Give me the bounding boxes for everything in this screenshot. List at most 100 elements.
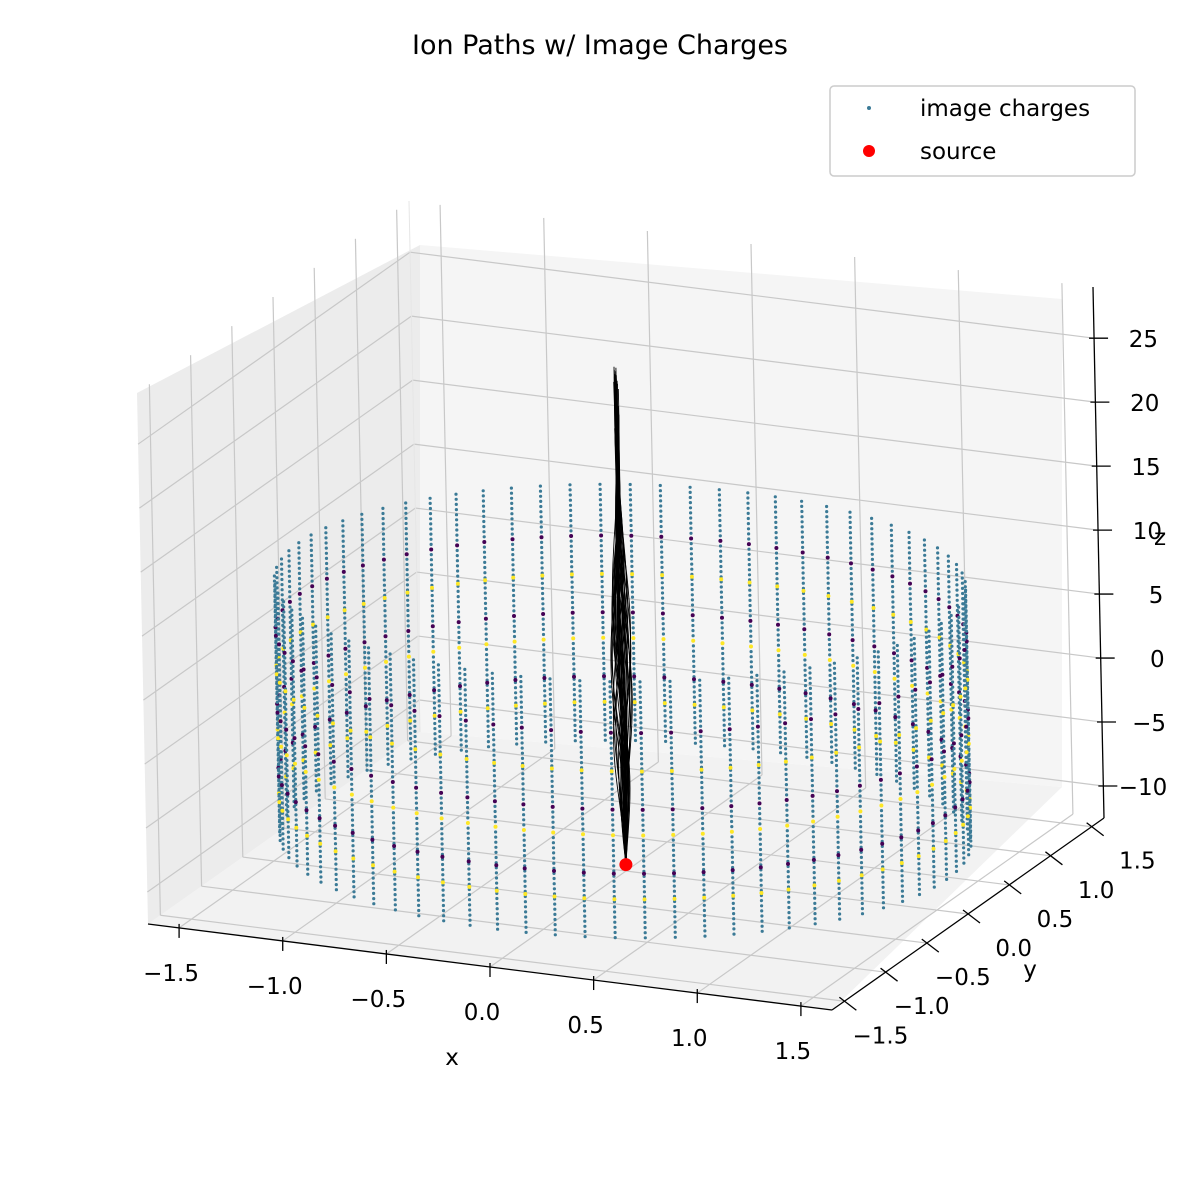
image-charge-point [690, 603, 695, 607]
image-charge-point [350, 787, 354, 792]
image-charge-point [639, 726, 643, 730]
image-charge-highlight [284, 753, 289, 758]
image-charge-point [388, 667, 392, 672]
image-charge-point [367, 656, 371, 660]
image-charge-point [342, 575, 346, 579]
image-charge-point [369, 779, 373, 783]
image-charge-point [875, 762, 879, 766]
image-charge-point [873, 701, 878, 705]
image-charge-point [900, 884, 904, 888]
image-charge-point [688, 485, 692, 489]
image-charge-point [539, 515, 543, 519]
image-charge-point [642, 890, 647, 894]
image-charge-point [440, 832, 444, 836]
image-charge-point [599, 554, 604, 558]
image-charge-point [414, 760, 418, 764]
image-charge-point [940, 678, 945, 682]
image-charge-point [917, 887, 922, 891]
image-charge-point [297, 566, 301, 570]
y-tick-label: 0.0 [995, 936, 1032, 962]
image-charge-point [280, 562, 284, 566]
image-charge-point [360, 522, 364, 527]
image-charge-point [572, 693, 577, 697]
image-charge-point [407, 675, 411, 679]
image-charge-point [324, 556, 329, 561]
image-charge-point [837, 897, 841, 901]
image-charge-point [721, 692, 726, 697]
image-charge-point [280, 588, 284, 592]
image-charge-point [301, 657, 305, 661]
image-charge-point [758, 822, 762, 826]
image-charge-point [960, 586, 965, 591]
image-charge-point [879, 768, 883, 772]
image-charge-highlight [908, 620, 913, 624]
image-charge-point [670, 782, 674, 786]
image-charge-point [464, 739, 468, 743]
image-charge-point [859, 861, 864, 865]
image-charge-highlight [347, 690, 352, 695]
image-charge-point [490, 671, 494, 675]
image-charge-point [612, 859, 616, 863]
image-charge-point [292, 710, 296, 715]
image-charge-point [343, 621, 347, 625]
image-charge-point [284, 738, 288, 742]
image-charge-point [730, 825, 734, 829]
image-charge-point [950, 654, 954, 659]
image-charge-point [662, 688, 667, 692]
image-charge-point [943, 801, 947, 805]
image-charge-point [718, 529, 722, 533]
image-charge-highlight [570, 610, 575, 615]
image-charge-point [892, 641, 896, 645]
image-charge-point [437, 673, 441, 677]
x-tick-label: −0.5 [350, 987, 406, 1013]
image-charge-point [523, 879, 527, 883]
image-charge-point [890, 564, 894, 568]
image-charge-point [543, 719, 547, 724]
image-charge-point [803, 668, 807, 672]
image-charge-point [900, 889, 905, 893]
image-charge-point [669, 715, 673, 719]
image-charge-point [409, 742, 413, 746]
image-charge-point [439, 811, 444, 815]
image-charge-point [871, 573, 875, 577]
image-charge-point [962, 633, 966, 637]
image-charge-point [698, 688, 702, 693]
image-charge-point [879, 798, 883, 802]
image-charge-point [812, 850, 816, 854]
image-charge-highlight [812, 883, 817, 888]
image-charge-point [829, 704, 833, 708]
image-charge-point [281, 837, 285, 841]
image-charge-highlight [943, 813, 948, 818]
image-charge-point [859, 835, 863, 839]
image-charge-point [415, 842, 419, 846]
image-charge-point [718, 513, 722, 517]
image-charge-point [848, 536, 853, 540]
image-charge-point [891, 626, 896, 630]
image-charge-point [431, 634, 435, 639]
image-charge-point [431, 614, 435, 618]
image-charge-point [787, 926, 791, 930]
image-charge-point [954, 844, 958, 848]
image-charge-point [810, 763, 814, 767]
image-charge-point [693, 741, 698, 745]
image-charge-point [914, 718, 918, 723]
image-charge-point [913, 683, 917, 687]
image-charge-point [430, 568, 434, 572]
z-axis-line [1092, 286, 1105, 819]
image-charge-point [327, 664, 331, 668]
image-charge-point [601, 646, 606, 650]
image-charge-point [856, 676, 860, 680]
image-charge-point [277, 653, 281, 657]
image-charge-point [930, 793, 934, 797]
image-charge-point [895, 779, 899, 783]
image-charge-point [612, 905, 617, 909]
image-charge-point [329, 642, 333, 646]
x-gridline [750, 243, 763, 776]
image-charge-point [629, 529, 633, 533]
image-charge-highlight [892, 676, 897, 681]
image-charge-point [891, 605, 895, 609]
image-charge-point [838, 917, 842, 921]
image-charge-point [750, 701, 754, 705]
image-charge-point [701, 857, 706, 861]
image-charge-point [894, 764, 898, 768]
